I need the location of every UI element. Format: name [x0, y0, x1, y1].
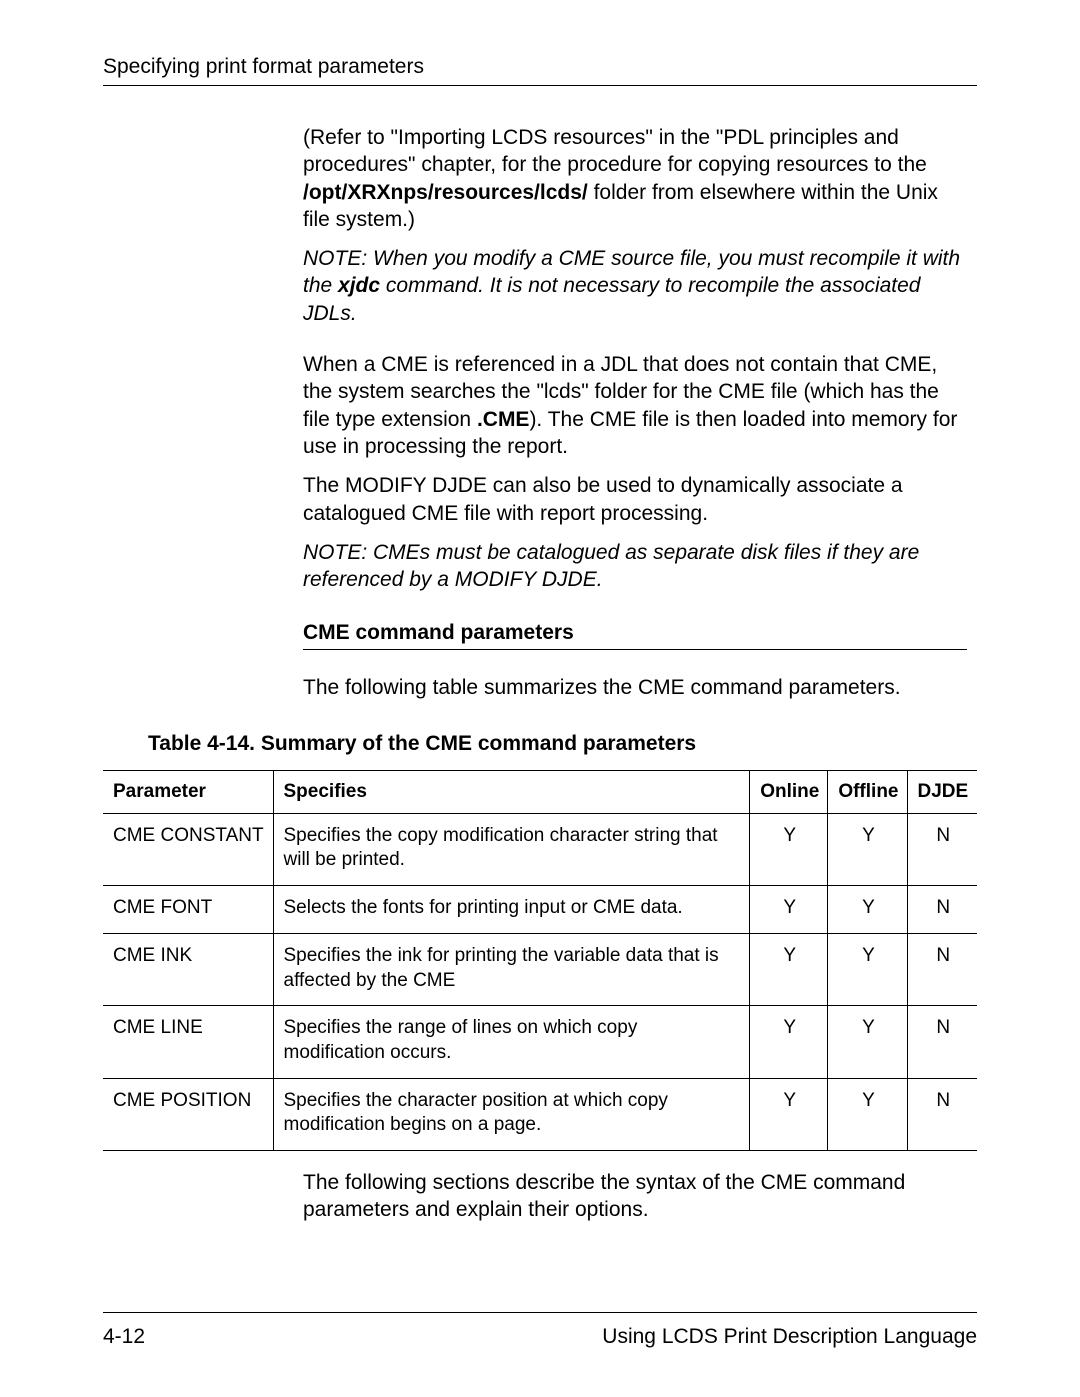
- table-cell-online: Y: [750, 933, 828, 1005]
- table-cell-specifies: Specifies the copy modification characte…: [273, 813, 750, 885]
- table-cell-parameter: CME CONSTANT: [103, 813, 273, 885]
- table-row: CME CONSTANTSpecifies the copy modificat…: [103, 813, 977, 885]
- table-cell-parameter: CME FONT: [103, 886, 273, 934]
- table-header-parameter: Parameter: [103, 770, 273, 813]
- footer-doc-title: Using LCDS Print Description Language: [602, 1325, 977, 1349]
- paragraph-following-sections: The following sections describe the synt…: [303, 1169, 967, 1224]
- note-catalogued: NOTE: CMEs must be catalogued as separat…: [303, 539, 967, 594]
- table-cell-djde: N: [907, 1078, 977, 1150]
- table-cell-offline: Y: [828, 1006, 907, 1078]
- section-heading-cme-params: CME command parameters: [303, 621, 967, 650]
- cme-parameters-table: Parameter Specifies Online Offline DJDE …: [103, 770, 977, 1151]
- table-cell-offline: Y: [828, 1078, 907, 1150]
- table-cell-djde: N: [907, 933, 977, 1005]
- footer-page-number: 4-12: [103, 1325, 145, 1349]
- para2-bold-cme: .CME: [477, 408, 530, 431]
- note1-post: command. It is not necessary to recompil…: [303, 274, 920, 324]
- para1-bold-path: /opt/XRXnps/resources/lcds/: [303, 181, 588, 204]
- page-footer: 4-12 Using LCDS Print Description Langua…: [103, 1312, 977, 1349]
- table-row: CME FONTSelects the fonts for printing i…: [103, 886, 977, 934]
- table-row: CME POSITIONSpecifies the character posi…: [103, 1078, 977, 1150]
- table-cell-online: Y: [750, 1078, 828, 1150]
- table-cell-online: Y: [750, 1006, 828, 1078]
- paragraph-table-intro: The following table summarizes the CME c…: [303, 674, 967, 701]
- table-cell-offline: Y: [828, 933, 907, 1005]
- para1-pre: (Refer to "Importing LCDS resources" in …: [303, 126, 927, 176]
- page-header-title: Specifying print format parameters: [103, 55, 977, 85]
- table-cell-online: Y: [750, 886, 828, 934]
- table-cell-djde: N: [907, 886, 977, 934]
- table-cell-specifies: Specifies the character position at whic…: [273, 1078, 750, 1150]
- table-cell-parameter: CME INK: [103, 933, 273, 1005]
- paragraph-modify-djde: The MODIFY DJDE can also be used to dyna…: [303, 472, 967, 527]
- table-cell-specifies: Selects the fonts for printing input or …: [273, 886, 750, 934]
- table-cell-offline: Y: [828, 886, 907, 934]
- paragraph-refer: (Refer to "Importing LCDS resources" in …: [303, 124, 967, 233]
- note1-bold-xjdc: xjdc: [338, 274, 380, 297]
- table-cell-online: Y: [750, 813, 828, 885]
- table-cell-specifies: Specifies the range of lines on which co…: [273, 1006, 750, 1078]
- table-header-specifies: Specifies: [273, 770, 750, 813]
- table-cell-offline: Y: [828, 813, 907, 885]
- table-cell-specifies: Specifies the ink for printing the varia…: [273, 933, 750, 1005]
- table-cell-djde: N: [907, 1006, 977, 1078]
- note-recompile: NOTE: When you modify a CME source file,…: [303, 245, 967, 327]
- table-row: CME LINESpecifies the range of lines on …: [103, 1006, 977, 1078]
- table-header-djde: DJDE: [907, 770, 977, 813]
- table-caption: Table 4-14. Summary of the CME command p…: [148, 732, 977, 756]
- table-cell-parameter: CME POSITION: [103, 1078, 273, 1150]
- table-row: CME INKSpecifies the ink for printing th…: [103, 933, 977, 1005]
- table-header-online: Online: [750, 770, 828, 813]
- table-cell-djde: N: [907, 813, 977, 885]
- paragraph-cme-referenced: When a CME is referenced in a JDL that d…: [303, 351, 967, 460]
- table-cell-parameter: CME LINE: [103, 1006, 273, 1078]
- table-header-offline: Offline: [828, 770, 907, 813]
